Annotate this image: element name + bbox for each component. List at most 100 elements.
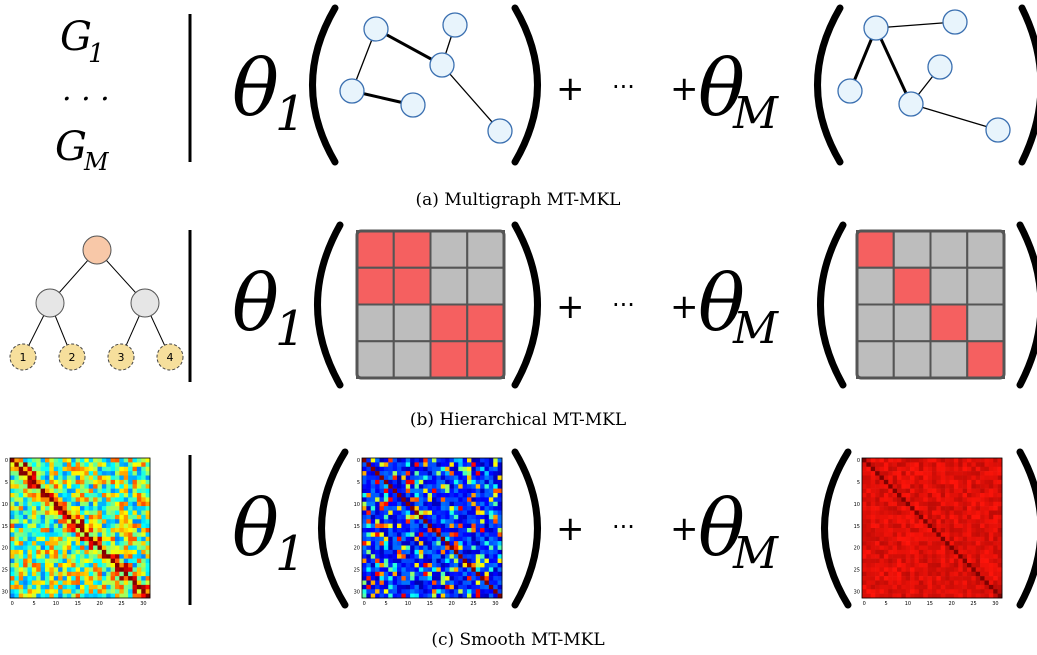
heatmap-cell [119, 593, 125, 599]
heatmap-cell [453, 536, 459, 542]
heatmap-cell [80, 479, 85, 485]
heatmap-cell [918, 458, 924, 463]
heatmap-cell [467, 593, 472, 599]
heatmap-cell [128, 471, 133, 476]
heatmap-cell [97, 536, 103, 542]
heatmap-cell [975, 479, 981, 485]
heatmap-cell [493, 475, 498, 481]
heatmap-cell [84, 528, 90, 533]
heatmap-cell [388, 479, 393, 485]
heatmap-cell [897, 484, 902, 489]
matrix-cell [392, 266, 432, 306]
heatmap-cell [97, 484, 103, 489]
heatmap-cell [45, 479, 50, 485]
heatmap-cell [53, 462, 59, 468]
heatmap-cell [27, 558, 33, 564]
heatmap-cell [910, 466, 915, 472]
heatmap-cell [62, 567, 68, 573]
heatmap-cell [940, 567, 946, 573]
heatmap-cell [410, 497, 415, 503]
heatmap-cell [136, 541, 142, 546]
heatmap-cell [401, 466, 407, 472]
heatmap-cell [375, 576, 380, 581]
heatmap-cell [141, 493, 146, 498]
heatmap-cell [84, 589, 90, 594]
heatmap-cell [993, 536, 998, 542]
heatmap-cell [101, 593, 107, 599]
heatmap-cell [458, 484, 463, 489]
heatmap-cell [980, 545, 985, 551]
heatmap-cell [141, 593, 146, 599]
heatmap-cell [362, 593, 367, 599]
heatmap-cell [370, 488, 376, 494]
heatmap-cell [88, 580, 94, 586]
heatmap-cell [397, 488, 402, 494]
heatmap-cell [949, 563, 955, 568]
heatmap-cell [475, 506, 481, 511]
tree-inner-node [35, 288, 65, 318]
heatmap-cell [366, 571, 372, 577]
heatmap-cell [45, 514, 50, 520]
heatmap-cell [497, 506, 503, 511]
heatmap-cell [445, 523, 450, 529]
heatmap-cell [10, 584, 15, 590]
heatmap-cell [962, 501, 968, 507]
heatmap-cell [93, 563, 98, 568]
heatmap-cell [967, 458, 972, 463]
heatmap-cell [362, 497, 367, 503]
heatmap-cell [949, 484, 955, 489]
heatmap-cell [949, 536, 955, 542]
heatmap-cell [997, 593, 1003, 599]
heatmap-cell [27, 475, 33, 481]
heatmap-cell [141, 589, 146, 594]
heatmap-tick-label: 15 [75, 601, 81, 607]
heatmap-cell [475, 532, 481, 538]
heatmap-cell [383, 475, 389, 481]
heatmap-cell [23, 506, 28, 511]
heatmap-cell [10, 471, 15, 476]
heatmap-cell [870, 580, 876, 586]
heatmap-cell [883, 558, 889, 564]
heatmap-cell [997, 458, 1003, 463]
heatmap-cell [449, 466, 455, 472]
heatmap-cell [945, 493, 950, 498]
heatmap-cell [949, 458, 955, 463]
heatmap-cell [975, 506, 981, 511]
heatmap-cell [883, 589, 889, 594]
heatmap-cell [440, 589, 446, 594]
matrix-cell [856, 303, 895, 343]
heatmap-cell [980, 532, 985, 538]
heatmap-cell [14, 484, 20, 489]
heatmap-cell [388, 471, 393, 476]
heatmap-cell [410, 571, 415, 577]
heatmap-cell [975, 567, 981, 573]
heatmap-cell [927, 479, 933, 485]
heatmap-cell [962, 510, 968, 516]
heatmap-cell [397, 589, 402, 594]
heatmap-cell [462, 567, 468, 573]
heatmap-cell [936, 558, 942, 564]
heatmap-cell [901, 471, 907, 476]
heatmap-cell [980, 541, 985, 546]
heatmap-cell [14, 479, 20, 485]
heatmap-cell [418, 593, 424, 599]
heatmap-cell [132, 589, 138, 594]
heatmap-cell [10, 523, 15, 529]
heatmap-cell [892, 479, 898, 485]
heatmap-cell [128, 475, 133, 481]
heatmap-cell [901, 541, 907, 546]
heatmap-cell [40, 541, 46, 546]
heatmap-cell [932, 497, 937, 503]
heatmap-cell [141, 479, 146, 485]
heatmap-cell [123, 484, 129, 489]
heatmap-cell [110, 536, 116, 542]
heatmap-cell [110, 554, 116, 559]
heatmap-cell [918, 475, 924, 481]
heatmap-cell [493, 510, 498, 516]
heatmap-cell [136, 554, 142, 559]
heatmap-cell [449, 580, 455, 586]
heatmap-cell [432, 506, 437, 511]
heatmap-cell [405, 567, 411, 573]
heatmap-cell [475, 576, 481, 581]
heatmap-cell [45, 493, 50, 498]
